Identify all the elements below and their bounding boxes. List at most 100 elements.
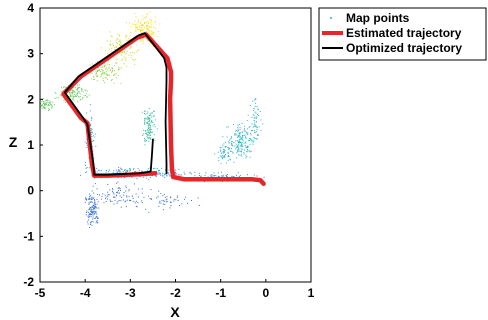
map-point xyxy=(92,210,94,212)
map-point xyxy=(116,191,118,193)
map-point xyxy=(255,138,257,140)
map-point xyxy=(147,120,149,122)
map-point xyxy=(135,200,137,202)
map-point xyxy=(148,118,149,120)
map-point xyxy=(94,177,95,179)
map-point xyxy=(89,206,91,208)
map-point xyxy=(41,101,43,103)
map-point xyxy=(148,31,150,33)
map-point xyxy=(137,22,139,24)
map-point xyxy=(89,213,91,215)
map-point xyxy=(94,136,96,138)
map-point xyxy=(139,40,141,42)
map-point xyxy=(149,132,151,134)
map-point xyxy=(220,152,222,154)
map-point xyxy=(86,199,87,201)
map-point xyxy=(254,111,256,113)
optimized-trajectory-line xyxy=(63,32,168,176)
map-point xyxy=(155,16,157,18)
map-point xyxy=(237,130,239,132)
map-point xyxy=(161,199,163,201)
map-point xyxy=(115,194,117,196)
map-point xyxy=(96,69,98,71)
map-point xyxy=(141,29,143,31)
map-point xyxy=(129,52,131,54)
map-point xyxy=(151,30,153,32)
map-point xyxy=(63,99,65,101)
map-point xyxy=(262,123,264,125)
map-point xyxy=(220,149,222,151)
map-point xyxy=(96,203,98,205)
legend-box xyxy=(318,7,487,61)
map-point xyxy=(91,224,93,226)
map-point xyxy=(84,201,86,203)
map-point xyxy=(99,194,100,196)
map-point xyxy=(240,148,242,150)
map-point xyxy=(46,103,48,105)
map-point xyxy=(90,124,91,126)
map-point xyxy=(103,66,105,68)
map-point xyxy=(103,71,105,73)
map-point xyxy=(107,53,109,55)
x-tick-label: -4 xyxy=(80,286,91,300)
map-point xyxy=(149,114,151,116)
map-point xyxy=(90,216,92,218)
map-point xyxy=(72,91,74,93)
map-point xyxy=(240,138,242,140)
map-point xyxy=(118,69,120,71)
map-point xyxy=(94,183,96,185)
map-point xyxy=(118,200,120,201)
map-point xyxy=(61,87,62,89)
map-point xyxy=(157,196,159,198)
map-point xyxy=(95,216,97,218)
map-point xyxy=(45,104,47,105)
x-tick-label: 0 xyxy=(262,286,269,300)
map-point xyxy=(120,41,122,43)
map-point xyxy=(256,116,258,118)
map-point xyxy=(131,52,133,53)
map-point xyxy=(87,211,89,213)
map-point xyxy=(106,78,108,80)
map-point xyxy=(82,97,84,99)
map-point xyxy=(125,57,127,59)
map-point xyxy=(93,192,95,194)
trajectory-lines-layer xyxy=(61,32,266,187)
map-point xyxy=(125,171,127,173)
map-point xyxy=(237,124,239,126)
map-point xyxy=(110,50,112,52)
map-point xyxy=(263,176,265,178)
map-point xyxy=(146,136,148,138)
map-point xyxy=(239,132,241,134)
map-point xyxy=(141,38,143,40)
map-point xyxy=(242,134,243,136)
legend-marker-map-points xyxy=(330,17,332,19)
map-point xyxy=(133,52,135,54)
map-point xyxy=(253,117,255,119)
map-point xyxy=(85,198,86,200)
map-point xyxy=(235,146,237,148)
map-point xyxy=(149,19,151,20)
map-point xyxy=(111,47,113,49)
map-point xyxy=(130,56,132,58)
map-point xyxy=(134,20,136,22)
map-point xyxy=(91,119,92,121)
map-point xyxy=(249,150,251,152)
map-point xyxy=(128,189,130,191)
map-point xyxy=(254,102,256,104)
map-point xyxy=(91,128,93,130)
map-point xyxy=(119,52,121,54)
map-point xyxy=(153,31,155,33)
map-point xyxy=(219,147,221,148)
map-point xyxy=(122,51,124,53)
map-point xyxy=(117,177,119,179)
map-point xyxy=(115,47,117,49)
map-point xyxy=(97,61,99,62)
map-point xyxy=(110,200,111,202)
map-point xyxy=(230,138,232,140)
map-point xyxy=(223,149,225,151)
map-point xyxy=(58,97,60,99)
map-point xyxy=(149,129,151,131)
plot-frame xyxy=(39,7,312,283)
map-point xyxy=(90,211,92,213)
map-point xyxy=(96,198,98,200)
